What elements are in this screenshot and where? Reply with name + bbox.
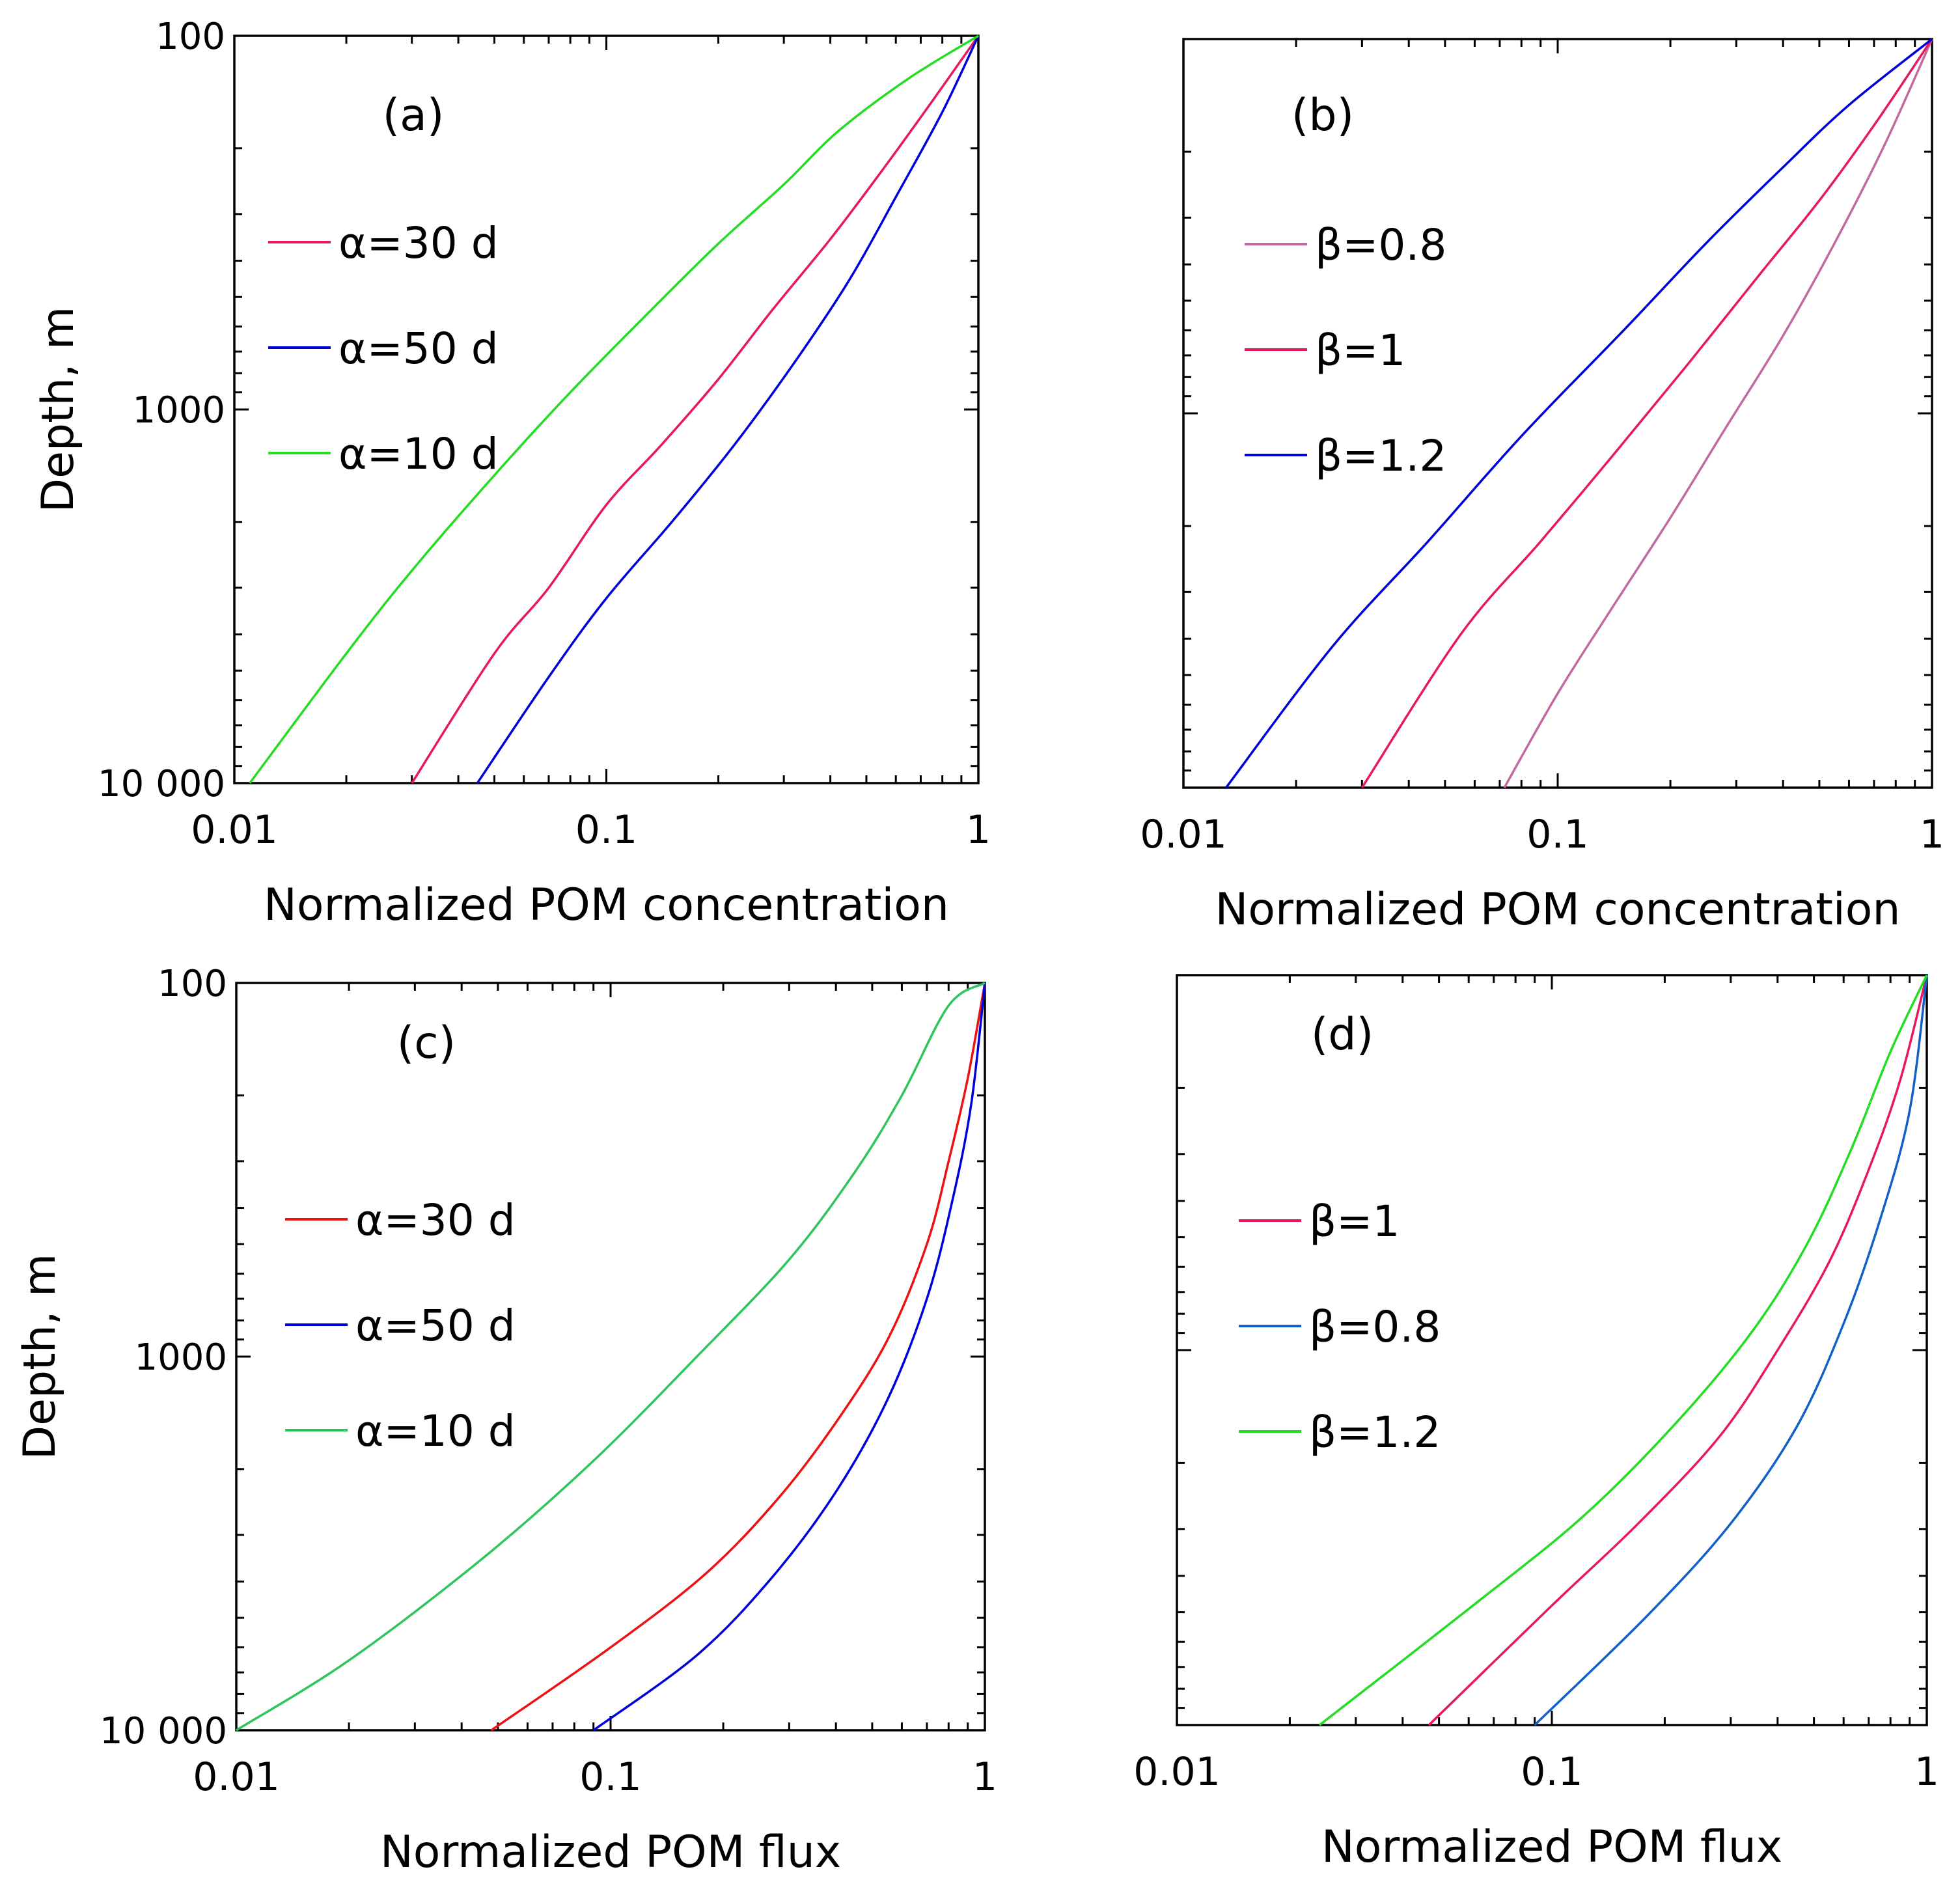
series-line-b-1 (1360, 38, 1933, 788)
x-axis-label: Normalized POM flux (380, 1827, 841, 1878)
legend-label: α=50 d (338, 324, 499, 374)
legend-label: α=10 d (338, 429, 499, 479)
y-tick-label: 10 000 (98, 763, 225, 805)
series-line-d-1 (1534, 974, 1928, 1726)
y-tick-label: 1000 (134, 1336, 227, 1379)
plot-frame (235, 982, 986, 1732)
panel-d: 0.01 0.1 1 Normalized POM flux (d) β=1 β=0.8 β=… (1133, 974, 1939, 1873)
y-tick-label: 1000 (132, 389, 225, 432)
x-tick-label: 1 (1920, 812, 1944, 857)
x-axis-label: Normalized POM concentration (264, 879, 949, 931)
x-tick-label: 0.01 (193, 1754, 280, 1800)
panel-c: 0.01 0.1 1 100 1000 10 000 Normalized POM flux… (14, 963, 997, 1878)
series-line-d-0 (1428, 974, 1928, 1726)
series-line-a-1 (476, 35, 980, 784)
y-tick-label: 100 (156, 16, 225, 58)
legend-label: β=1.2 (1315, 431, 1446, 481)
x-axis-label: Normalized POM concentration (1215, 884, 1900, 935)
legend-label: α=50 d (355, 1301, 516, 1351)
panel-label: (c) (397, 1017, 456, 1069)
legend-label: α=10 d (355, 1406, 516, 1456)
legend-label: α=30 d (338, 218, 499, 268)
legend-label: β=1 (1315, 325, 1405, 376)
legend-label: β=0.8 (1309, 1302, 1441, 1352)
y-tick-label: 100 (158, 963, 227, 1005)
legend-label: β=1 (1309, 1196, 1400, 1247)
x-tick-label: 0.1 (575, 807, 637, 853)
x-tick-label: 0.1 (1521, 1749, 1582, 1795)
panel-b: 0.01 0.1 1 Normalized POM concentration (b) β… (1140, 38, 1944, 935)
series-line-a-0 (411, 35, 980, 784)
series-line-d-2 (1318, 974, 1928, 1726)
legend-label: β=0.8 (1315, 220, 1446, 270)
plot-frame (1176, 974, 1928, 1726)
plot-frame (233, 35, 980, 784)
x-axis-label: Normalized POM flux (1321, 1821, 1782, 1873)
plot-frame (1182, 38, 1933, 789)
x-tick-label: 1 (973, 1754, 997, 1800)
series-line-a-2 (249, 35, 979, 784)
y-axis-label: Depth, m (14, 1254, 66, 1460)
legend-label: α=30 d (355, 1195, 516, 1245)
x-tick-label: 0.01 (1140, 812, 1227, 857)
y-axis-label: Depth, m (33, 307, 84, 513)
x-tick-label: 0.01 (1133, 1749, 1221, 1795)
panel-label: (b) (1291, 90, 1354, 141)
x-tick-label: 0.1 (579, 1754, 641, 1800)
panel-label: (d) (1311, 1009, 1373, 1060)
series-line-c-2 (236, 982, 986, 1732)
x-tick-label: 0.1 (1526, 812, 1588, 857)
x-tick-label: 0.01 (191, 807, 278, 853)
x-tick-label: 1 (966, 807, 991, 853)
x-tick-label: 1 (1914, 1749, 1939, 1795)
panel-label: (a) (383, 90, 445, 141)
series-line-c-1 (592, 982, 986, 1732)
series-line-b-2 (1225, 38, 1933, 789)
panel-a: 0.01 0.1 1 100 1000 10 000 Normalized POM conc… (33, 16, 991, 931)
y-tick-label: 10 000 (100, 1710, 227, 1752)
series-line-c-0 (490, 982, 986, 1732)
series-line-b-0 (1503, 38, 1933, 788)
legend-label: β=1.2 (1309, 1407, 1441, 1458)
